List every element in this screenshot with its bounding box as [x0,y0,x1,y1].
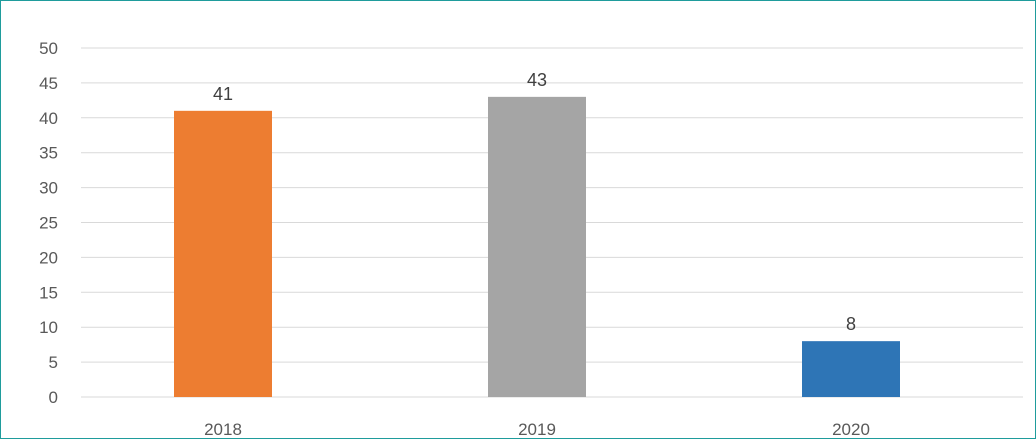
data-labels: 41 43 8 [213,70,856,334]
y-tick-label: 45 [39,74,58,93]
data-label-2019: 43 [527,70,547,90]
y-tick-label: 5 [49,353,58,372]
data-label-2020: 8 [846,314,856,334]
x-tick-label-2019: 2019 [518,420,556,439]
bar-2019 [488,96,586,398]
y-tick-label: 15 [39,283,58,302]
x-tick-label-2018: 2018 [204,420,242,439]
y-tick-label: 20 [39,248,58,267]
y-tick-label: 35 [39,144,58,163]
bars [174,96,900,398]
y-tick-label: 0 [49,388,58,407]
x-axis-ticks: 2018 2019 2020 [204,420,870,439]
bar-2020 [802,341,900,397]
bar-2018 [174,110,272,397]
x-tick-label-2020: 2020 [832,420,870,439]
y-tick-label: 40 [39,109,58,128]
y-tick-label: 10 [39,318,58,337]
y-tick-label: 50 [39,39,58,58]
y-tick-label: 25 [39,214,58,233]
y-axis-ticks: 0 5 10 15 20 25 30 35 40 45 50 [39,39,58,407]
data-label-2018: 41 [213,84,233,104]
y-tick-label: 30 [39,179,58,198]
